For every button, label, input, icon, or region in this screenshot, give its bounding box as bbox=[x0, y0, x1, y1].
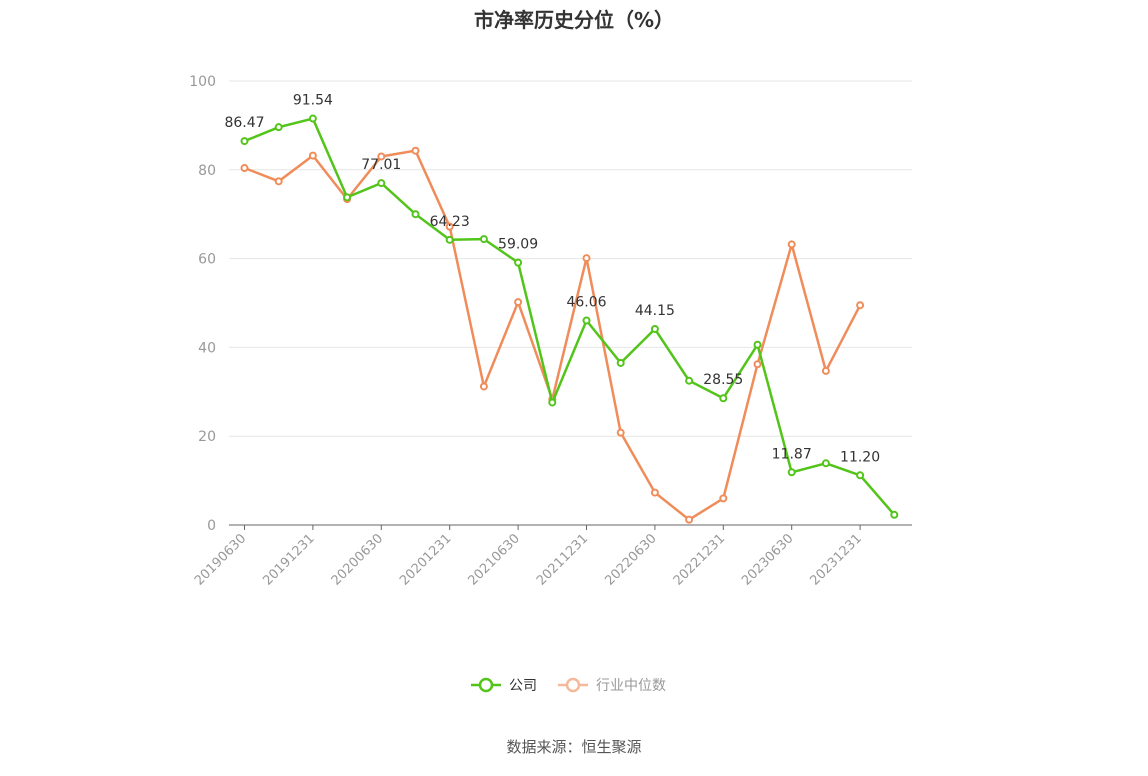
company-data-point bbox=[856, 471, 865, 480]
x-tick-label: 20220630 bbox=[602, 531, 659, 588]
company-series-line bbox=[244, 117, 896, 516]
company-data-point bbox=[685, 376, 694, 385]
data-label: 91.54 bbox=[293, 93, 333, 109]
x-tick-label: 20210630 bbox=[466, 531, 523, 588]
company-data-point bbox=[445, 235, 454, 244]
legend-company-marker bbox=[478, 677, 494, 693]
company-data-point bbox=[650, 324, 659, 333]
company-data-point bbox=[582, 316, 591, 325]
industry-data-point bbox=[685, 515, 694, 524]
x-tick-label: 20190630 bbox=[192, 531, 249, 588]
company-data-point bbox=[240, 137, 249, 146]
industry-data-point bbox=[821, 366, 830, 375]
company-data-point bbox=[377, 179, 386, 188]
data-source-note: 数据来源：恒生聚源 bbox=[506, 738, 642, 756]
industry-data-point bbox=[582, 254, 591, 263]
industry-data-point bbox=[240, 164, 249, 173]
data-label: 59.09 bbox=[498, 237, 538, 253]
data-label: 44.15 bbox=[635, 303, 675, 319]
company-data-point bbox=[616, 358, 625, 367]
industry-data-point bbox=[787, 240, 796, 249]
company-data-point bbox=[308, 114, 317, 123]
data-label: 46.06 bbox=[566, 294, 606, 310]
company-data-point bbox=[787, 468, 796, 477]
y-tick-label: 60 bbox=[198, 252, 216, 268]
x-tick-label: 20230630 bbox=[739, 531, 796, 588]
data-label: 11.20 bbox=[840, 449, 880, 465]
industry-data-point bbox=[719, 494, 728, 503]
y-tick-label: 20 bbox=[198, 429, 216, 445]
y-tick-label: 40 bbox=[198, 340, 216, 356]
x-tick-label: 20221231 bbox=[671, 531, 728, 588]
company-data-point bbox=[479, 235, 488, 244]
x-tick-label: 20191231 bbox=[260, 531, 317, 588]
industry-data-point bbox=[377, 152, 386, 161]
chart-title: 市净率历史分位（%） bbox=[473, 8, 675, 32]
company-data-point bbox=[514, 258, 523, 267]
industry-data-point bbox=[274, 177, 283, 186]
industry-data-point bbox=[445, 222, 454, 231]
data-label: 86.47 bbox=[224, 115, 264, 131]
company-data-point bbox=[719, 394, 728, 403]
company-data-point bbox=[890, 510, 899, 519]
company-data-point bbox=[274, 123, 283, 132]
industry-data-point bbox=[514, 298, 523, 307]
y-tick-label: 100 bbox=[189, 74, 216, 90]
industry-data-point bbox=[650, 488, 659, 497]
legend-industry-label: 行业中位数 bbox=[596, 678, 666, 694]
x-tick-label: 20200630 bbox=[329, 531, 386, 588]
company-data-point bbox=[411, 210, 420, 219]
industry-data-point bbox=[308, 151, 317, 160]
legend-company-label: 公司 bbox=[509, 678, 537, 694]
x-tick-label: 20231231 bbox=[808, 531, 865, 588]
industry-data-point bbox=[856, 301, 865, 310]
x-tick-label: 20201231 bbox=[397, 531, 454, 588]
company-data-point bbox=[821, 459, 830, 468]
data-label: 64.23 bbox=[430, 214, 470, 230]
industry-data-point bbox=[753, 360, 762, 369]
legend-industry-marker bbox=[565, 677, 581, 693]
industry-data-point bbox=[616, 428, 625, 437]
industry-data-point bbox=[479, 382, 488, 391]
industry-series-line bbox=[244, 149, 862, 522]
y-tick-label: 0 bbox=[207, 518, 216, 534]
data-label: 11.87 bbox=[772, 446, 812, 462]
y-tick-label: 80 bbox=[198, 163, 216, 179]
company-data-point bbox=[548, 398, 557, 407]
x-tick-label: 20211231 bbox=[534, 531, 591, 588]
company-data-point bbox=[753, 340, 762, 349]
industry-data-point bbox=[411, 146, 420, 155]
data-label: 77.01 bbox=[361, 157, 401, 173]
data-label: 28.55 bbox=[703, 372, 743, 388]
company-data-point bbox=[343, 193, 352, 202]
